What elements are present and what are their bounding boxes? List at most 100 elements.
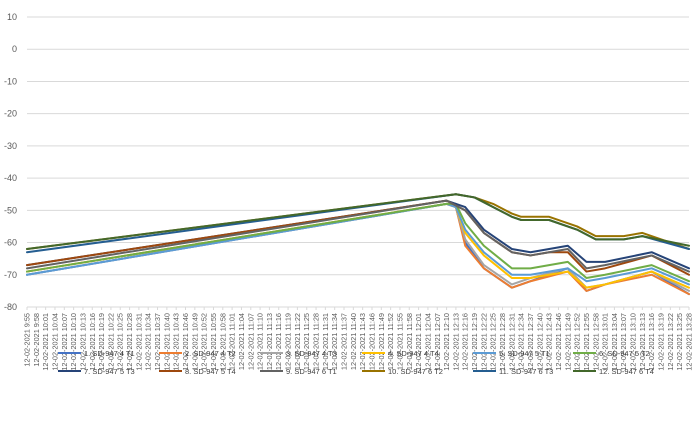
x-tick-label: 12-02-2021 12:52: [573, 313, 582, 371]
x-tick-label: 12-02-2021 10:07: [60, 313, 69, 371]
x-tick-label: 12-02-2021 12:25: [489, 313, 498, 371]
x-tick-label: 12-02-2021 12:37: [526, 313, 535, 371]
x-tick-label: 12-02-2021 12:19: [470, 313, 479, 371]
x-tick-label: 12-02-2021 10:37: [153, 313, 162, 371]
x-tick-label: 12-02-2021 11:19: [284, 313, 293, 370]
y-tick-label: -60: [4, 238, 17, 248]
x-tick-label: 12-02-2021 11:13: [265, 313, 274, 370]
x-tick-label: 12-02-2021 10:46: [181, 313, 190, 371]
x-tick-label: 12-02-2021 12:49: [563, 313, 572, 371]
series-line-10: [26, 193, 690, 250]
x-tick-label: 12-02-2021 11:10: [256, 313, 265, 370]
legend-entry: 12. SD-947 6 T4: [599, 367, 654, 376]
x-tick-label: 12-02-2021 10:16: [88, 313, 97, 371]
x-tick-label: 12-02-2021 10:43: [172, 313, 181, 371]
x-tick-label: 12-02-2021 13:13: [638, 313, 647, 371]
x-tick-label: 12-02-2021 13:16: [647, 313, 656, 371]
legend-entry: 1. SD-947 4 T1: [84, 349, 135, 358]
x-tick-label: 12-02-2021 10:01: [41, 313, 50, 371]
legend-entry: 7. SD-947 5 T3: [84, 367, 135, 376]
y-tick-label: -80: [4, 302, 17, 312]
y-tick-label: -30: [4, 141, 17, 151]
legend-entry: 2. SD-947 4 T2: [185, 349, 236, 358]
x-tick-label: 12-02-2021 13:25: [675, 313, 684, 371]
x-tick-label: 12-02-2021 12:04: [423, 313, 432, 371]
series-line-5: [26, 202, 690, 286]
x-tick-label: 12-02-2021 10:52: [200, 313, 209, 371]
legend-entry: 3. SD-947 4 T3: [286, 349, 337, 358]
legend-entry: 10. SD-947 6 T2: [388, 367, 443, 376]
x-tick-label: 12-02-2021 11:22: [293, 313, 302, 370]
x-tick-label: 12-02-2021 12:10: [442, 313, 451, 371]
x-axis: 12-02-2021 9:55 12-02-2021 9:58 12-02-2021…: [23, 307, 694, 371]
x-tick-label: 12-02-2021 10:19: [97, 313, 106, 371]
x-tick-label: 12-02-2021 11:43: [358, 313, 367, 370]
x-tick-label: 12-02-2021 11:04: [237, 313, 246, 370]
x-tick-label: 12-02-2021 10:49: [190, 313, 199, 371]
y-tick-label: -20: [4, 109, 17, 119]
legend-entry: 5. SD-947 5 T1: [499, 349, 550, 358]
x-tick-label: 12-02-2021 11:49: [377, 313, 386, 370]
legend-entry: 11. SD-947 6 T3: [499, 367, 553, 376]
x-tick-label: 12-02-2021 9:55: [23, 313, 32, 367]
x-tick-label: 12-02-2021 12:55: [582, 313, 591, 371]
x-tick-label: 12-02-2021 11:16: [274, 313, 283, 370]
series-line-11: [26, 193, 690, 254]
x-tick-label: 12-02-2021 11:37: [340, 313, 349, 370]
y-tick-label: 0: [12, 44, 17, 54]
y-tick-label: -50: [4, 205, 17, 215]
x-tick-label: 12-02-2021 9:58: [32, 313, 41, 367]
x-tick-label: 12-02-2021 11:01: [228, 313, 237, 370]
legend-entry: 6. SD-947 5 T2: [599, 349, 650, 358]
x-tick-label: 12-02-2021 13:28: [685, 313, 694, 371]
x-tick-label: 12-02-2021 13:04: [610, 313, 619, 371]
x-tick-label: 12-02-2021 10:31: [134, 313, 143, 371]
x-tick-label: 12-02-2021 10:28: [125, 313, 134, 371]
gridlines: [27, 16, 689, 308]
x-tick-label: 12-02-2021 11:07: [246, 313, 255, 370]
x-tick-label: 12-02-2021 12:46: [554, 313, 563, 371]
series-line-9: [26, 199, 690, 273]
y-tick-label: -40: [4, 173, 17, 183]
x-tick-label: 12-02-2021 11:46: [367, 313, 376, 370]
x-tick-label: 12-02-2021 10:13: [78, 313, 87, 371]
x-tick-label: 12-02-2021 11:31: [321, 313, 330, 370]
x-tick-label: 12-02-2021 10:22: [106, 313, 115, 371]
y-tick-label: -70: [4, 270, 17, 280]
x-tick-label: 12-02-2021 11:55: [395, 313, 404, 370]
x-tick-label: 12-02-2021 11:40: [349, 313, 358, 370]
x-tick-label: 12-02-2021 11:52: [386, 313, 395, 370]
x-tick-label: 12-02-2021 13:22: [666, 313, 675, 371]
x-tick-label: 12-02-2021 12:58: [591, 313, 600, 371]
x-tick-label: 12-02-2021 12:16: [461, 313, 470, 371]
x-tick-label: 12-02-2021 12:28: [498, 313, 507, 371]
legend: 1. SD-947 4 T1 2. SD-947 4 T2 3. SD-947 4 …: [58, 349, 654, 376]
x-tick-label: 12-02-2021 10:34: [144, 313, 153, 371]
y-axis: 10 0 -10 -20 -30 -40 -50 -60 -70 -80: [4, 12, 17, 312]
x-tick-label: 12-02-2021 11:28: [312, 313, 321, 370]
x-tick-label: 12-02-2021 12:22: [479, 313, 488, 371]
y-tick-label: 10: [7, 12, 17, 22]
x-tick-label: 12-02-2021 12:43: [545, 313, 554, 371]
series-lines: [26, 193, 690, 296]
x-tick-label: 12-02-2021 12:40: [535, 313, 544, 371]
series-line-12: [26, 193, 690, 250]
x-tick-label: 12-02-2021 13:07: [619, 313, 628, 371]
y-tick-label: -10: [4, 76, 17, 86]
x-tick-label: 12-02-2021 12:13: [451, 313, 460, 371]
legend-entry: 4. SD-947 4 T4: [388, 349, 439, 358]
x-tick-label: 12-02-2021 10:58: [218, 313, 227, 371]
x-tick-label: 12-02-2021 12:34: [517, 313, 526, 371]
x-tick-label: 12-02-2021 12:01: [414, 313, 423, 371]
x-tick-label: 12-02-2021 11:25: [302, 313, 311, 370]
x-tick-label: 12-02-2021 12:31: [507, 313, 516, 371]
x-tick-label: 12-02-2021 11:34: [330, 313, 339, 370]
x-tick-label: 12-02-2021 13:19: [657, 313, 666, 371]
legend-entry: 8. SD-947 5 T4: [185, 367, 236, 376]
x-tick-label: 12-02-2021 10:10: [69, 313, 78, 371]
legend-entry: 9. SD-947 6 T1: [286, 367, 337, 376]
x-tick-label: 12-02-2021 10:25: [116, 313, 125, 371]
x-tick-label: 12-02-2021 13:01: [601, 313, 610, 371]
x-tick-label: 12-02-2021 11:58: [405, 313, 414, 370]
